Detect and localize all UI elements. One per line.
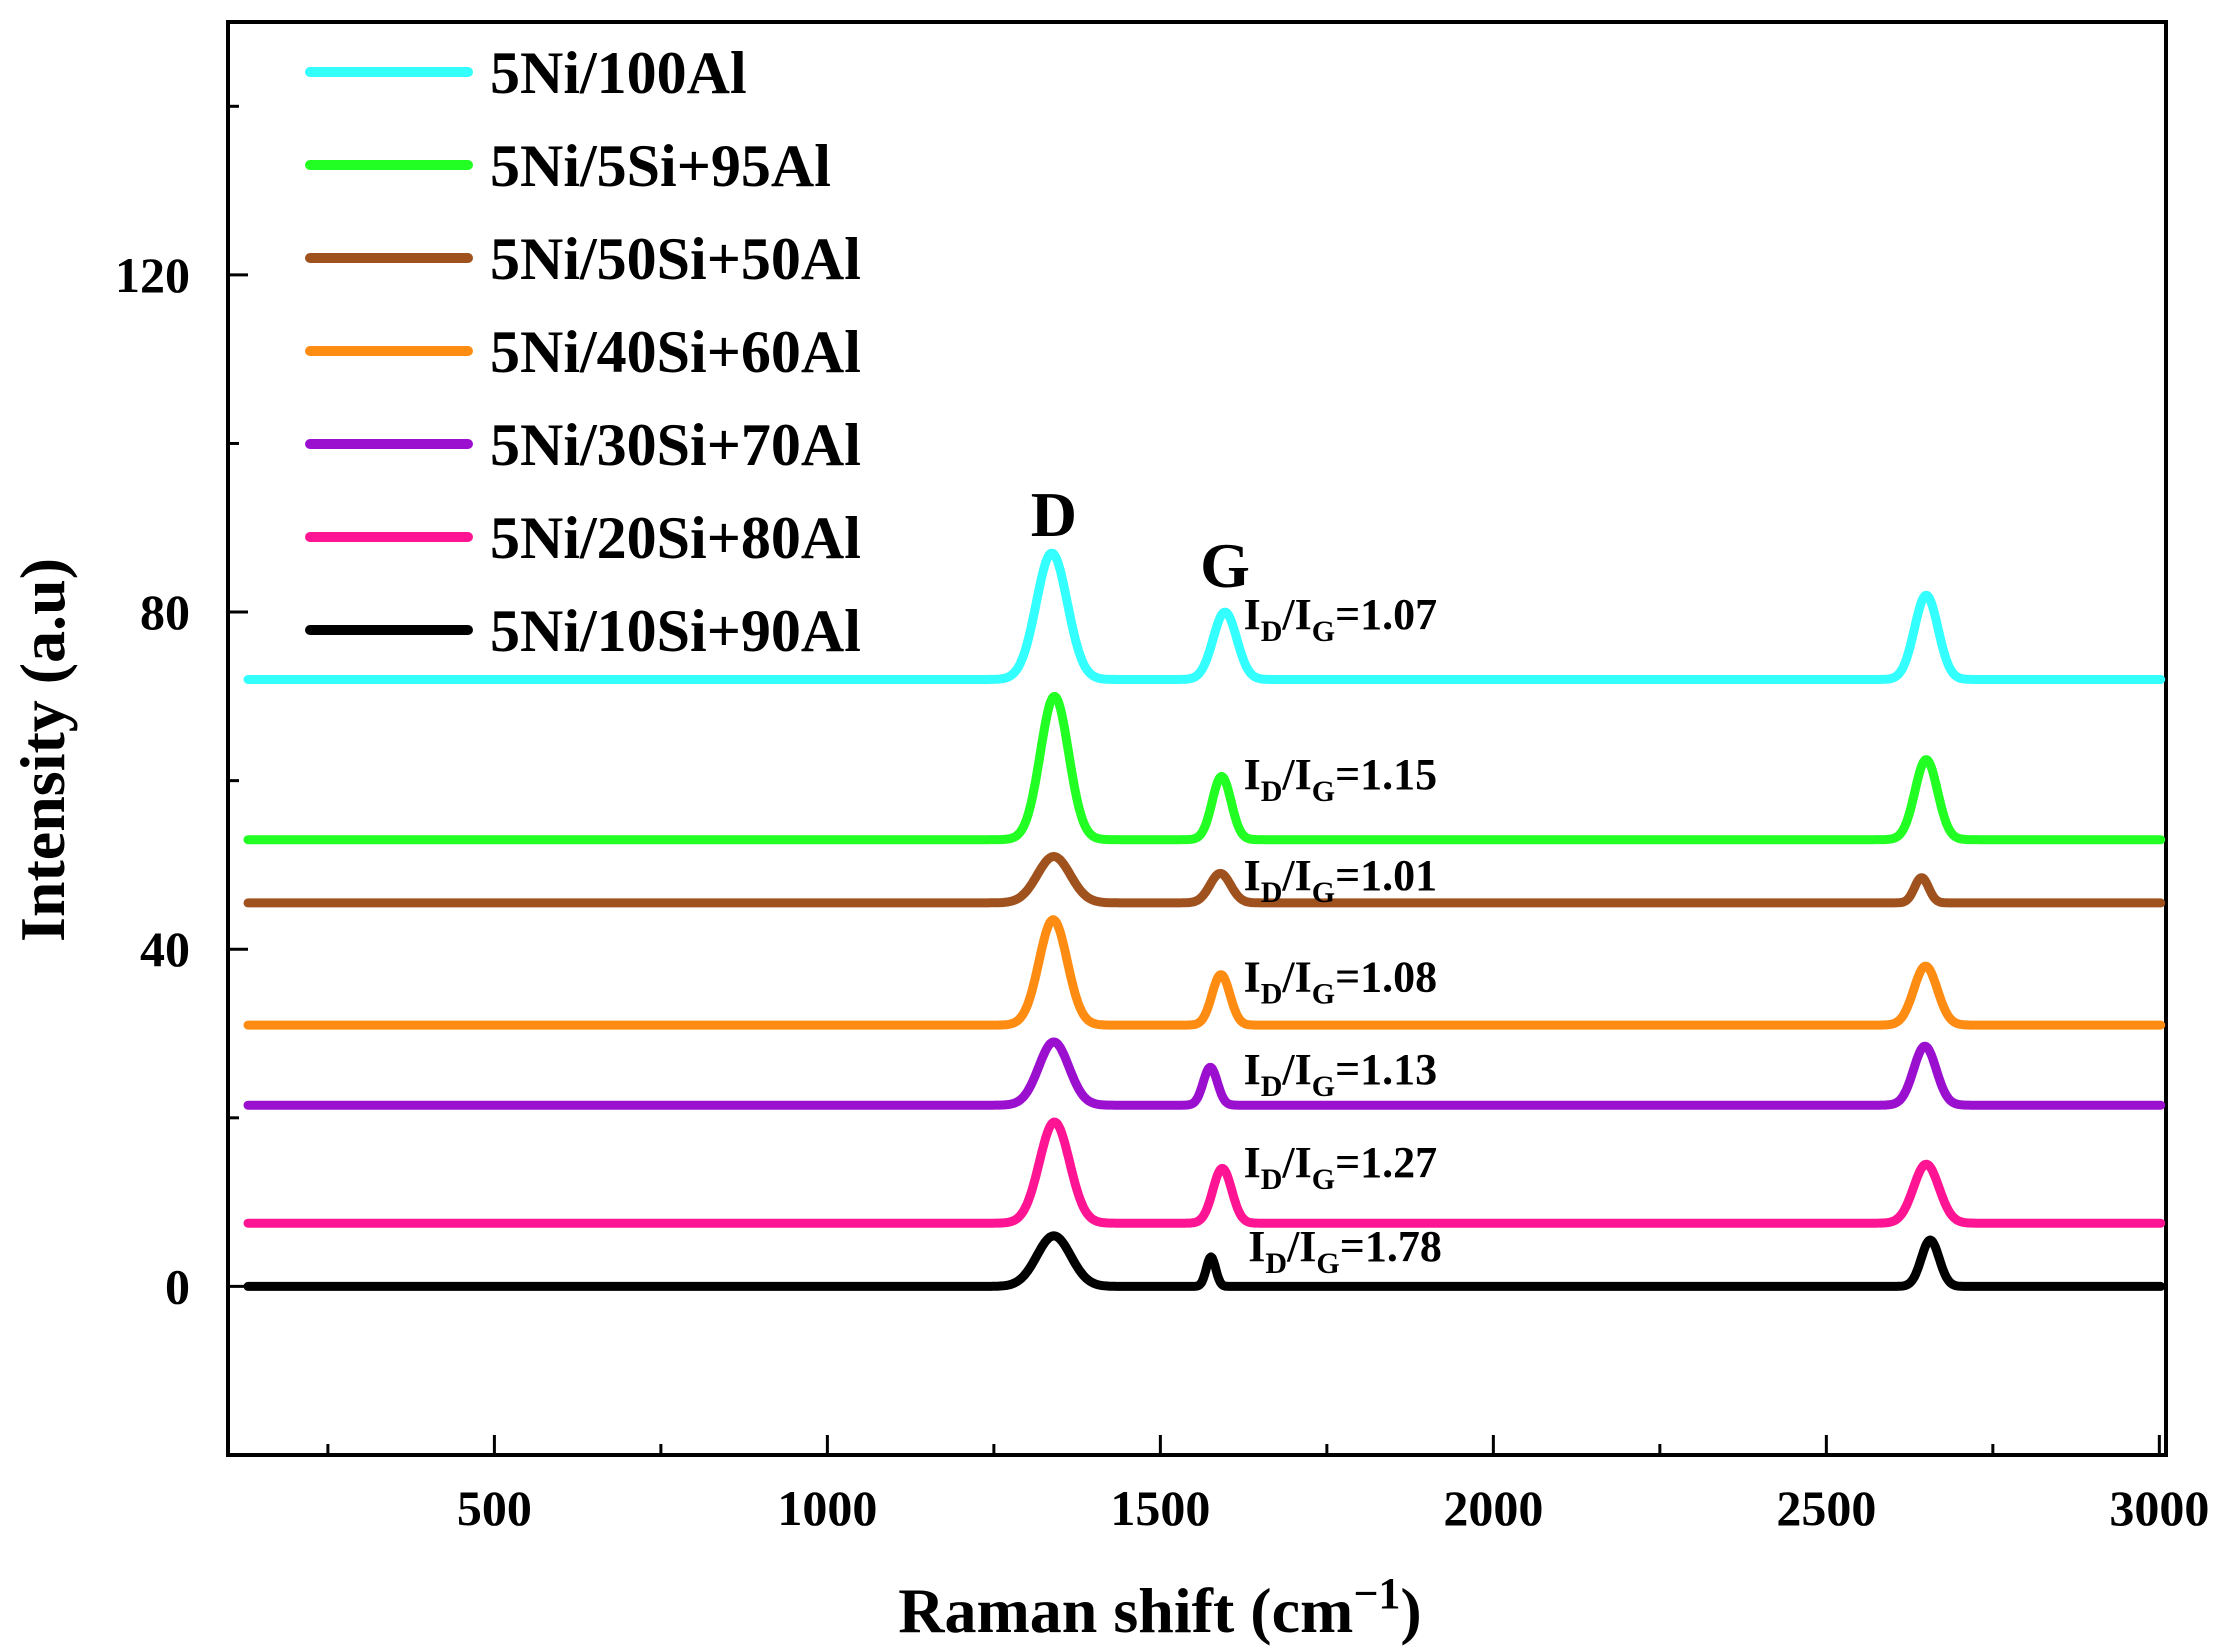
y-tick-label: 40	[140, 921, 190, 977]
legend-label-3: 5Ni/40Si+60Al	[490, 319, 861, 385]
series-line-5	[243, 1117, 2166, 1228]
legend-label-0: 5Ni/100Al	[490, 40, 747, 106]
x-tick-label: 1500	[1110, 1480, 1210, 1536]
y-tick-label: 120	[115, 247, 190, 303]
legend-label-1: 5Ni/5Si+95Al	[490, 133, 831, 199]
series-line-3	[243, 915, 2166, 1030]
y-tick-label: 0	[165, 1258, 190, 1314]
x-axis-title-sup: −1	[1353, 1569, 1400, 1618]
legend-label-2: 5Ni/50Si+50Al	[490, 226, 861, 292]
legend-label-4: 5Ni/30Si+70Al	[490, 412, 861, 478]
series-line-2	[243, 852, 2166, 908]
series-line-6	[243, 1231, 2166, 1291]
annotations: D GID/IG=1.07 ID/IG=1.15 ID/IG=1.01 ID/IG=1.…	[1031, 479, 1442, 1280]
ratio-label-4: ID/IG=1.13	[1244, 1045, 1438, 1103]
x-axis-title: Raman shift (cm−1)	[898, 1569, 1421, 1646]
series-line-0	[243, 548, 2166, 684]
x-tick-label: 500	[457, 1480, 532, 1536]
legend-label-5: 5Ni/20Si+80Al	[490, 505, 861, 571]
x-tick-label: 2500	[1776, 1480, 1876, 1536]
series-line-4	[243, 1037, 2166, 1110]
ratio-label-3: ID/IG=1.08	[1244, 952, 1438, 1010]
series-lines	[243, 548, 2166, 1291]
legend: 5Ni/100Al 5Ni/5Si+95Al 5Ni/50Si+50Al 5Ni/40…	[305, 40, 861, 664]
series-line-1	[243, 692, 2166, 845]
ratio-label-2: ID/IG=1.01	[1244, 851, 1438, 909]
plot-frame	[226, 20, 2168, 1457]
ratio-label-0: ID/IG=1.07	[1244, 590, 1438, 648]
x-tick-label: 3000	[2109, 1480, 2209, 1536]
axes: 500 1000 1500 2000 2500 3000 0 40 80 120	[115, 20, 2209, 1536]
peak-label-G: G	[1200, 530, 1250, 601]
ratio-label-6: ID/IG=1.78	[1248, 1222, 1442, 1280]
x-tick-label: 2000	[1443, 1480, 1543, 1536]
y-axis-title: Intensity (a.u)	[7, 558, 78, 942]
ratio-label-1: ID/IG=1.15	[1244, 750, 1438, 808]
peak-label-D: D	[1031, 479, 1077, 550]
y-tick-label: 80	[140, 584, 190, 640]
x-tick-label: 1000	[777, 1480, 877, 1536]
legend-label-6: 5Ni/10Si+90Al	[490, 598, 861, 664]
ratio-label-5: ID/IG=1.27	[1244, 1138, 1438, 1196]
